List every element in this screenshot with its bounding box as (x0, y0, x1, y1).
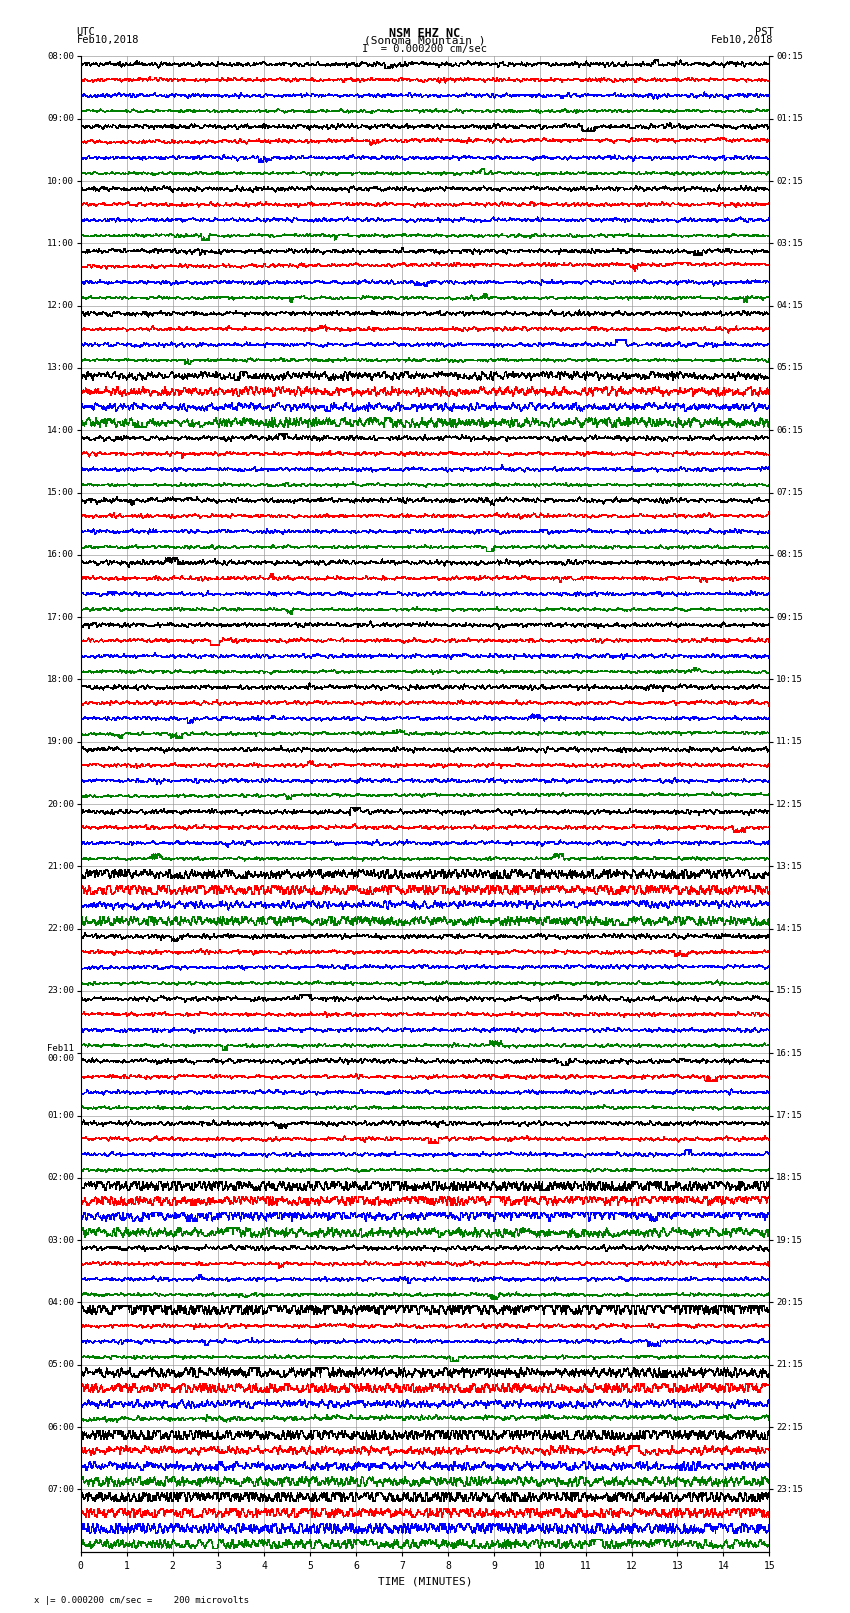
X-axis label: TIME (MINUTES): TIME (MINUTES) (377, 1576, 473, 1586)
Text: PST: PST (755, 27, 774, 37)
Text: NSM EHZ NC: NSM EHZ NC (389, 27, 461, 40)
Text: Feb10,2018: Feb10,2018 (76, 35, 139, 45)
Text: x |= 0.000200 cm/sec =    200 microvolts: x |= 0.000200 cm/sec = 200 microvolts (34, 1595, 249, 1605)
Text: Feb10,2018: Feb10,2018 (711, 35, 774, 45)
Text: (Sonoma Mountain ): (Sonoma Mountain ) (365, 35, 485, 45)
Text: UTC: UTC (76, 27, 95, 37)
Text: I  = 0.000200 cm/sec: I = 0.000200 cm/sec (362, 44, 488, 53)
